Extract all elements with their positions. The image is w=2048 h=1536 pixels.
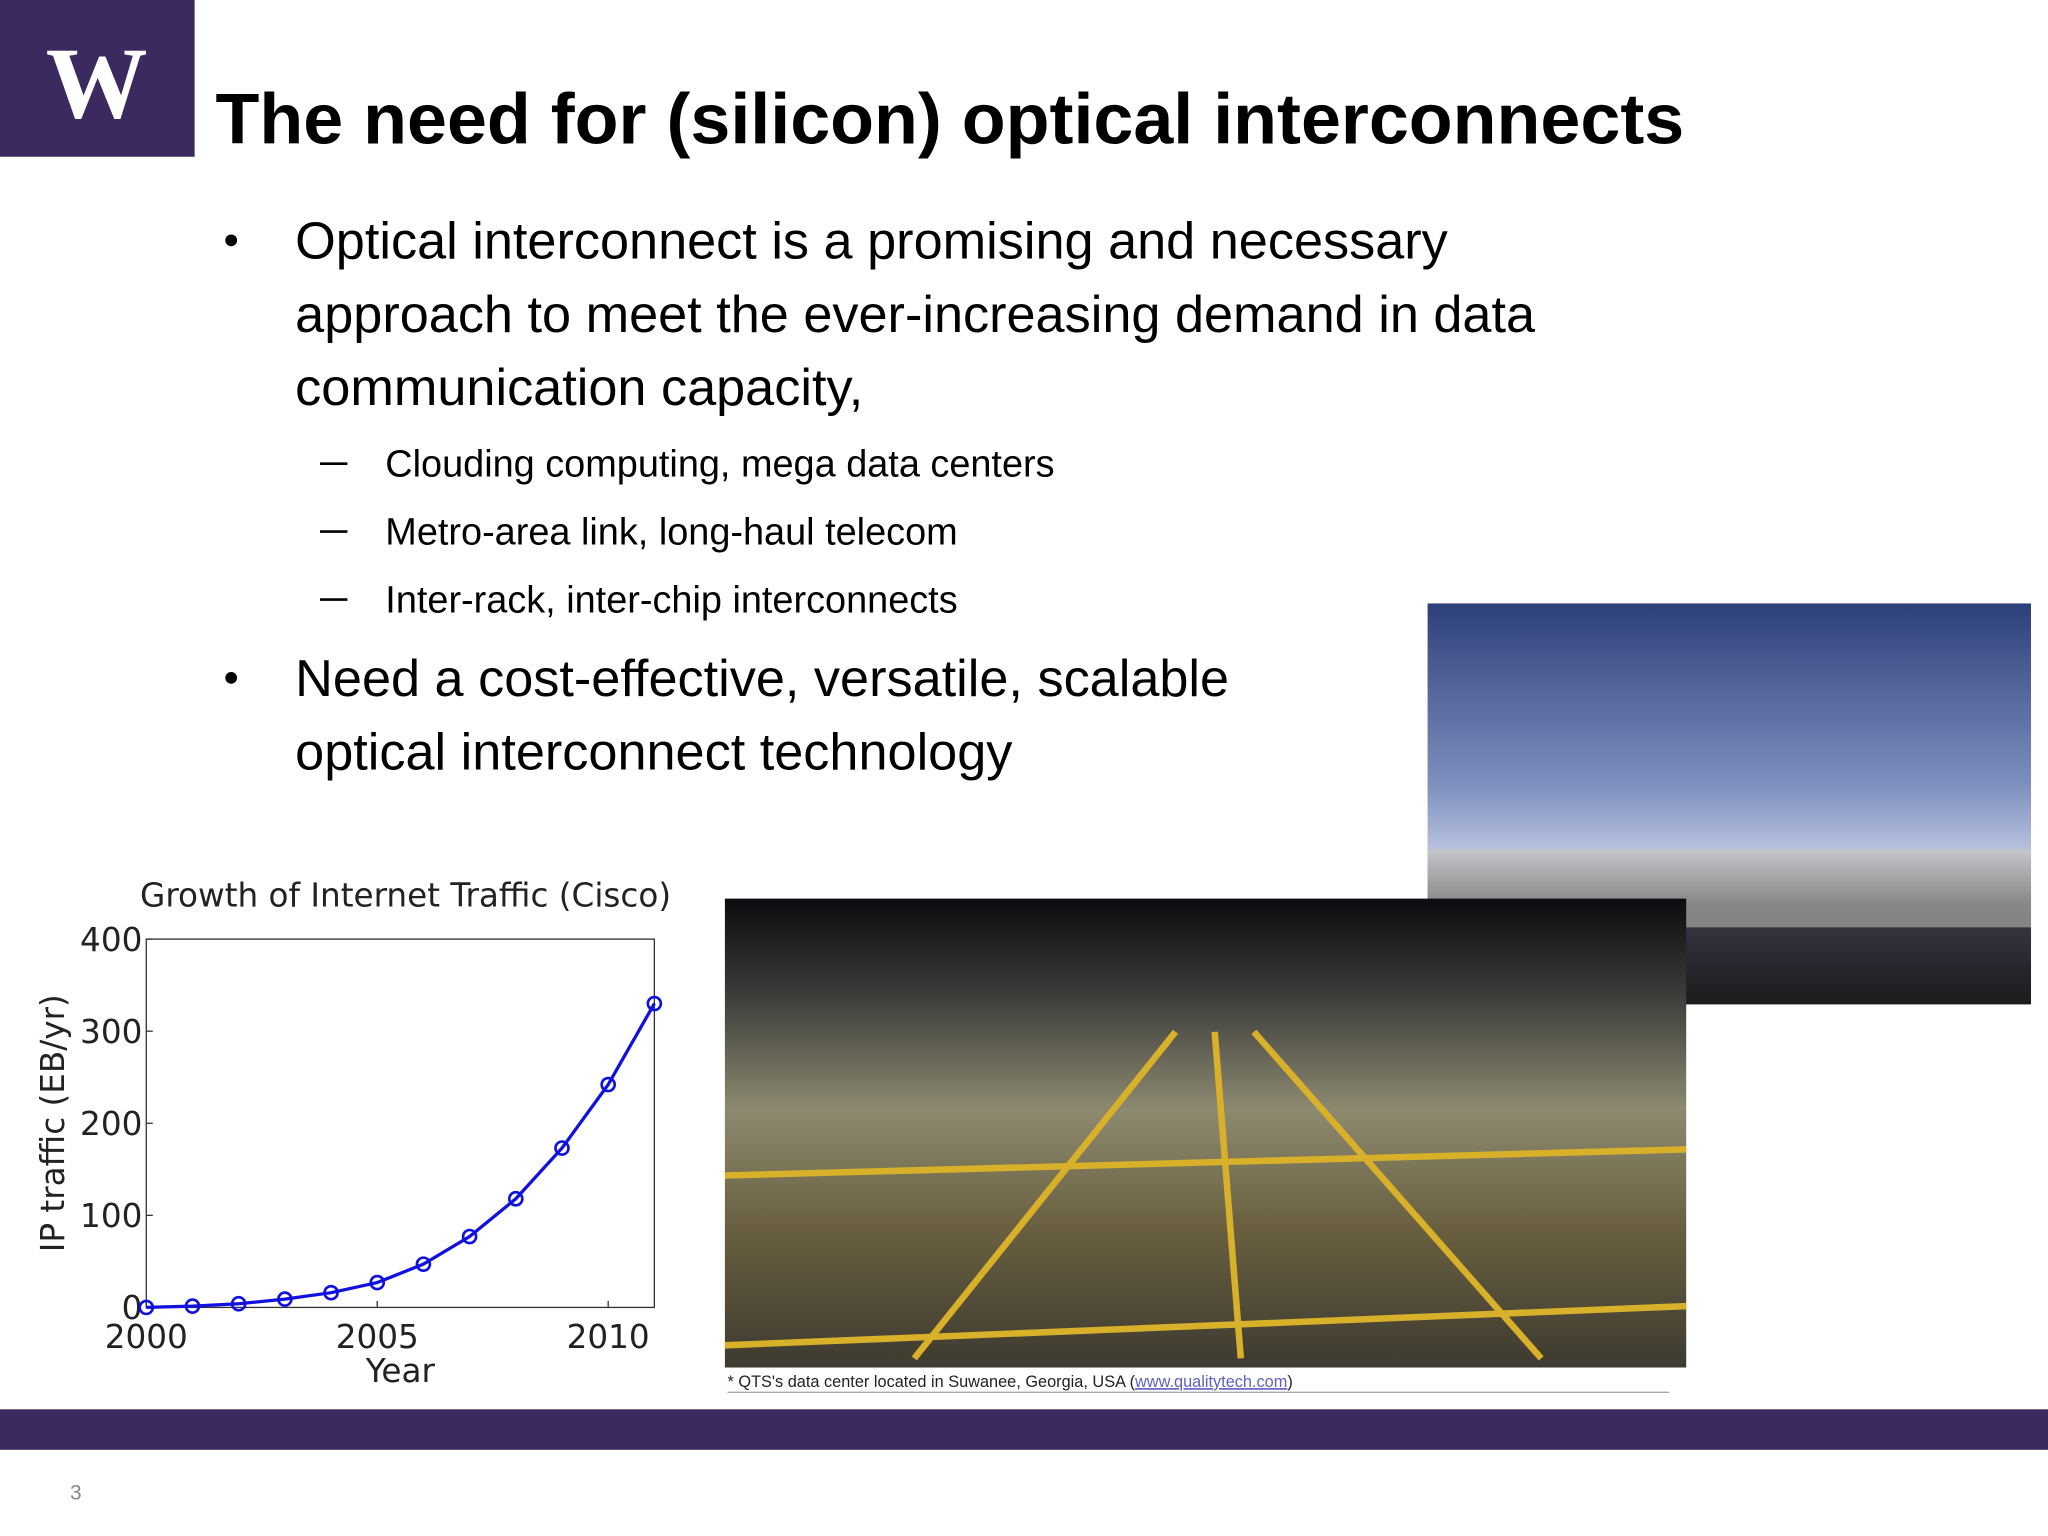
y-tick-label: 300 — [80, 1013, 142, 1051]
x-tick-label: 2000 — [105, 1318, 188, 1356]
caption-link[interactable]: www.qualitytech.com — [1134, 1373, 1287, 1391]
data-point — [415, 1256, 432, 1272]
y-axis-label: IP traffic (EB/yr) — [34, 994, 72, 1252]
data-point — [554, 1140, 570, 1156]
photo-cable-trays — [724, 1029, 1687, 1361]
photo-interior — [724, 898, 1687, 1368]
slide-body: Optical interconnect is a promising and … — [225, 213, 1536, 781]
y-tick-label: 100 — [80, 1197, 142, 1235]
sub-bullet-text: Clouding computing, mega data centers — [385, 444, 1054, 486]
bullet-dot — [225, 672, 238, 684]
caption-text: * QTS's data center located in Suwanee, … — [728, 1373, 1136, 1391]
footer-bar — [0, 1409, 2048, 1450]
slide-title: The need for (silicon) optical interconn… — [216, 80, 1685, 160]
caption: * QTS's data center located in Suwanee, … — [728, 1373, 1293, 1391]
data-point — [369, 1274, 386, 1291]
y-tick-label: 0 — [122, 1289, 143, 1327]
data-point — [277, 1291, 293, 1307]
data-point — [507, 1190, 524, 1207]
data-point — [323, 1284, 339, 1301]
page-number: 3 — [70, 1481, 82, 1504]
data-point — [184, 1298, 201, 1314]
data-point — [461, 1228, 478, 1245]
bullet-text: optical interconnect technology — [295, 723, 1013, 781]
caption-close: ) — [1287, 1373, 1292, 1391]
data-point — [646, 995, 663, 1012]
chart-title: Growth of Internet Traffic (Cisco) — [140, 876, 671, 914]
data-point — [138, 1299, 155, 1316]
chart: Growth of Internet Traffic (Cisco) Year IP… — [34, 876, 671, 1389]
plot-frame — [145, 938, 656, 1309]
data-point — [230, 1295, 247, 1312]
sub-bullet-text: Metro-area link, long-haul telecom — [385, 512, 957, 554]
bullet-text: approach to meet the ever-increasing dem… — [295, 286, 1536, 344]
sub-bullet-text: Inter-rack, inter-chip interconnects — [385, 580, 957, 622]
x-axis-label: Year — [365, 1352, 436, 1390]
y-tick-label: 200 — [80, 1105, 142, 1143]
y-tick-label: 400 — [80, 921, 142, 959]
logo-box — [0, 0, 195, 157]
bullet-dot — [225, 234, 238, 247]
bullet-text: communication capacity, — [295, 359, 863, 417]
x-tick-label: 2005 — [336, 1318, 419, 1356]
bullet-text: Optical interconnect is a promising and … — [295, 213, 1449, 271]
logo: W — [46, 28, 148, 141]
x-tick-label: 2010 — [567, 1318, 650, 1356]
data-point — [600, 1076, 617, 1093]
bullet-text: Need a cost-effective, versatile, scalab… — [295, 650, 1229, 708]
